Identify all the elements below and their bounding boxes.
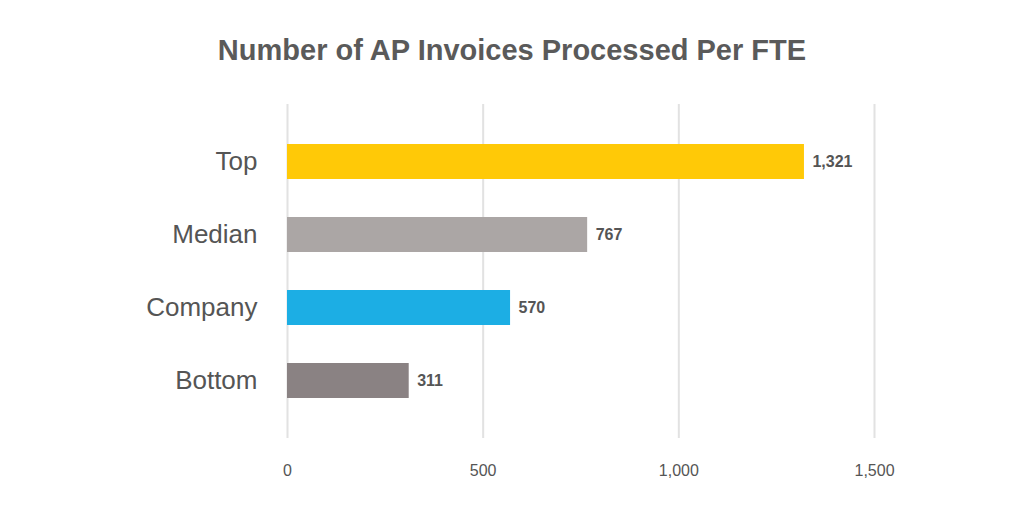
svg-text:0: 0 xyxy=(283,462,292,479)
svg-text:1,321: 1,321 xyxy=(812,153,852,170)
svg-text:Top: Top xyxy=(216,146,258,176)
html-text:Number of AP Invoices Processe: Number of AP Invoices Processed Per FTE xyxy=(217,34,807,66)
svg-text:1,500: 1,500 xyxy=(854,462,894,479)
svg-text:Median: Median xyxy=(172,219,257,249)
svg-text:Company: Company xyxy=(146,292,257,322)
svg-text:767: 767 xyxy=(596,226,623,243)
svg-text:570: 570 xyxy=(519,299,546,316)
svg-text:1,000: 1,000 xyxy=(659,462,699,479)
svg-text:Bottom: Bottom xyxy=(175,365,257,395)
svg-text:311: 311 xyxy=(417,372,443,389)
svg-text:500: 500 xyxy=(470,462,497,479)
